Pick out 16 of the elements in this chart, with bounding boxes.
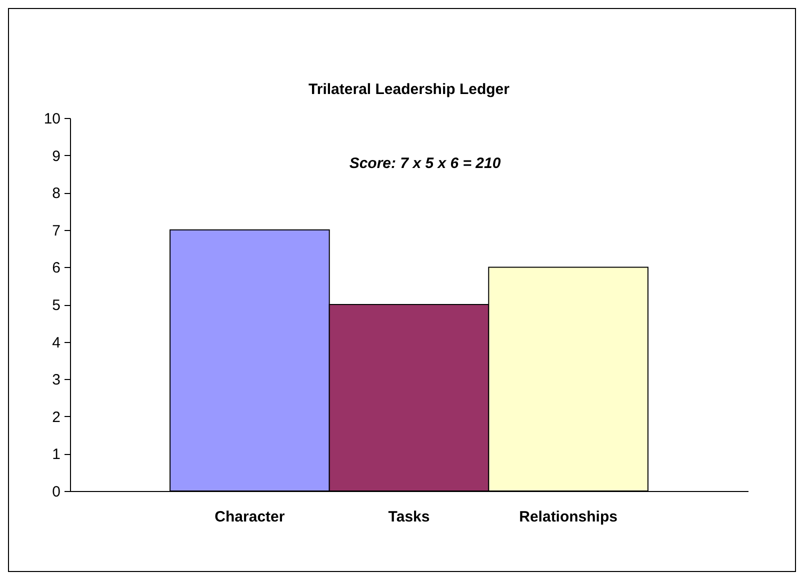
x-tick-label: Tasks xyxy=(388,508,430,526)
y-tick-label: 6 xyxy=(52,260,60,277)
x-tick-label: Character xyxy=(214,508,285,526)
x-tick-label: Relationships xyxy=(519,508,618,526)
y-tick-label: 4 xyxy=(52,334,60,352)
y-tick-label: 8 xyxy=(52,185,60,202)
chart-title: Trilateral Leadership Ledger xyxy=(308,81,510,98)
y-tick-label: 1 xyxy=(52,446,60,464)
y-tick-label: 10 xyxy=(44,110,60,128)
y-tick-label: 7 xyxy=(52,222,60,240)
y-tick-label: 3 xyxy=(52,372,60,389)
y-tick-label: 2 xyxy=(52,408,60,426)
y-tick-label: 0 xyxy=(52,484,60,500)
y-tick-label: 5 xyxy=(52,297,60,314)
annotation: Score: 7 x 5 x 6 = 210 xyxy=(349,155,502,172)
y-tick-label: 9 xyxy=(52,148,60,165)
